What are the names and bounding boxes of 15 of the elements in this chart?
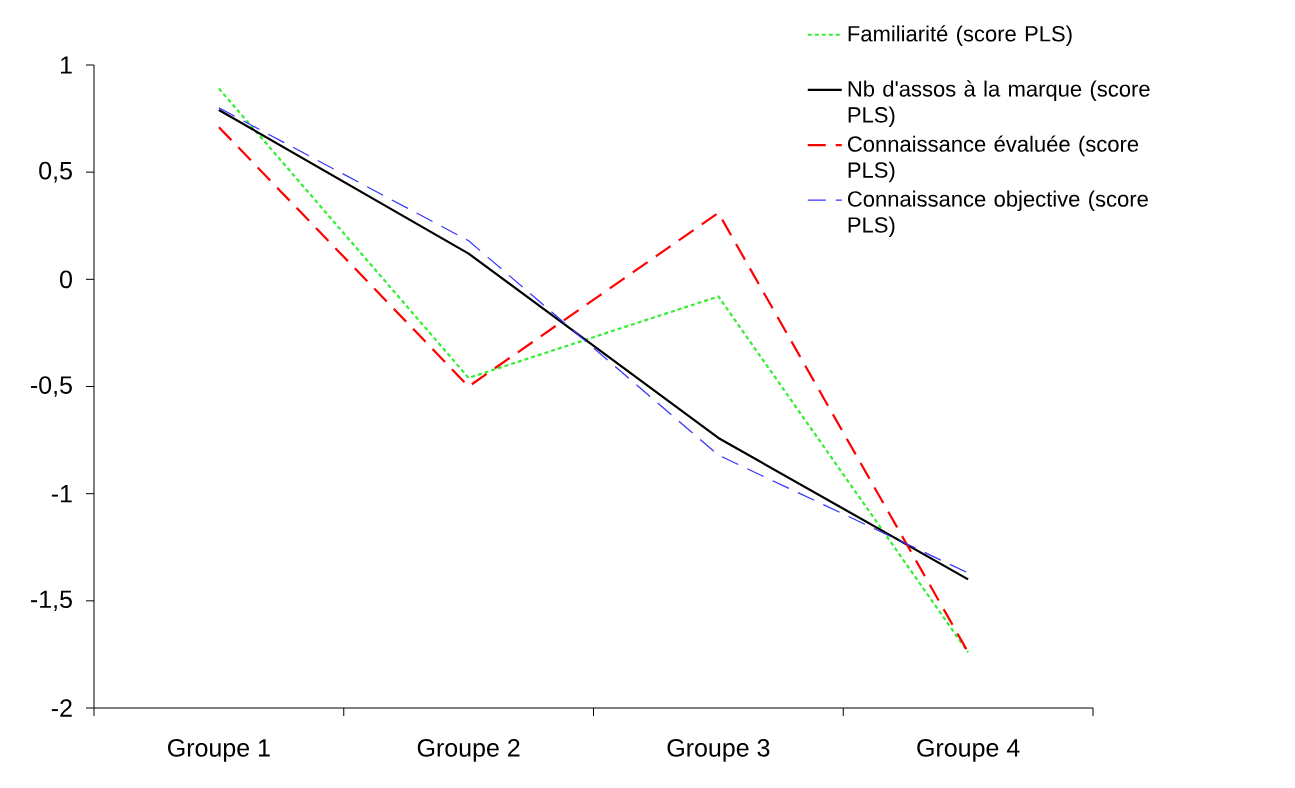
y-tick-label: -1,5 xyxy=(31,590,72,612)
y-tick-label: 0,5 xyxy=(39,161,72,183)
y-tick-label: -2 xyxy=(51,699,72,717)
legend-label: Nb d'assos à la marque (score PLS) xyxy=(848,80,1150,128)
x-tick-label: Groupe 1 xyxy=(168,739,270,762)
x-tick-label: Groupe 2 xyxy=(417,739,520,762)
legend-label: Familiarité (score PLS) xyxy=(848,25,1072,46)
legend-label: Connaissance évaluée (score PLS) xyxy=(848,135,1139,183)
y-tick-label: -0,5 xyxy=(31,376,72,397)
x-tick-label: Groupe 3 xyxy=(667,739,770,762)
y-tick-label: 0 xyxy=(60,270,72,289)
y-tick-label: -1 xyxy=(51,485,72,503)
y-tick-label: 1 xyxy=(60,56,72,74)
legend-label: Connaissance objective (score PLS) xyxy=(848,190,1148,238)
x-tick-label: Groupe 4 xyxy=(917,739,1020,762)
